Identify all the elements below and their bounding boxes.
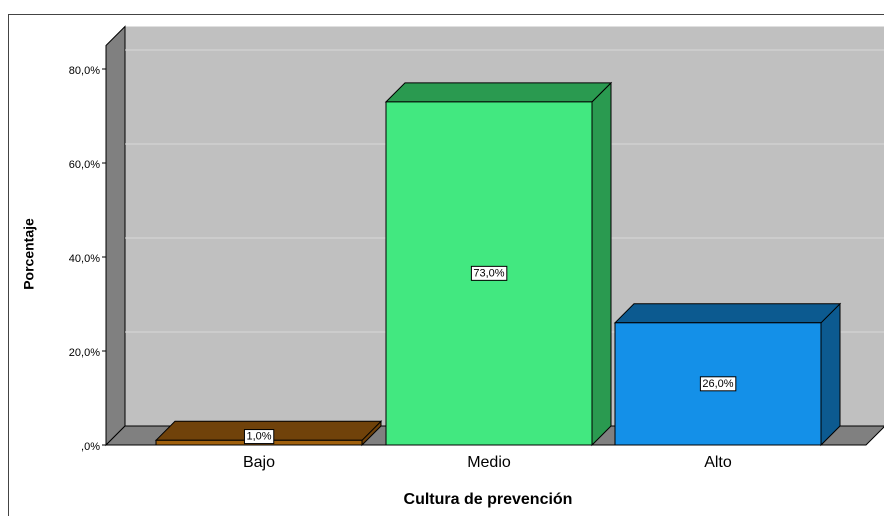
y-tick-label: 60,0% [69, 159, 100, 171]
x-tick-label: Alto [704, 454, 732, 471]
y-axis-label: Porcentaje [21, 218, 37, 290]
bar-top [384, 82, 613, 103]
bar-side [820, 302, 841, 447]
bar-group [613, 302, 842, 447]
value-label: 26,0% [702, 378, 733, 390]
bar-side [591, 81, 612, 447]
bar-group [384, 81, 613, 447]
bar-top [613, 303, 842, 324]
value-label-box [470, 265, 508, 281]
value-label-box [699, 376, 737, 392]
left-wall [105, 25, 126, 447]
x-tick-label: Bajo [243, 454, 275, 471]
frame [8, 14, 884, 516]
y-tick-label: 20,0% [69, 347, 100, 359]
y-tick-label: 40,0% [69, 253, 100, 265]
y-tick-label: 80,0% [69, 65, 100, 77]
y-tick-label: ,0% [81, 441, 100, 453]
x-axis-label: Cultura de prevención [404, 491, 573, 508]
value-label-box [243, 429, 275, 445]
value-label: 1,0% [246, 431, 271, 443]
value-label: 73,0% [473, 267, 504, 279]
x-tick-label: Medio [467, 454, 511, 471]
